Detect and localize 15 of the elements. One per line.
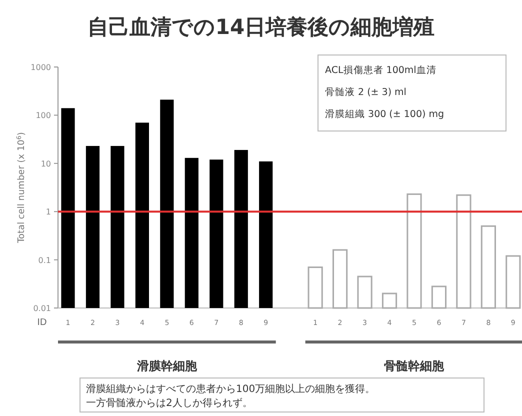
y-tick-label: 100 [36,111,51,120]
y-tick-label: 0.1 [38,256,51,265]
text: 滑膜幹細胞 [136,359,198,373]
annotation: 滑膜組織 300 (± 100) mg [325,108,444,120]
y-tick-label: 0.01 [33,304,51,313]
text: 滑膜組織からはすべての患者から100万細胞以上の細胞を獲得。 [86,383,376,395]
text: 一方骨髄液からは2人しか得られず。 [86,397,252,409]
text: 骨髄幹細胞 [384,359,446,373]
annotation: ACL損傷患者 100ml血清 [325,64,436,76]
y-tick-label: 1 [46,208,51,217]
text: ID [37,318,47,328]
annotation: 骨髄液 2 (± 3) ml [325,86,406,98]
y-tick-label: 10 [40,159,51,168]
chart-title: 自己血清での14日培養後の細胞増殖 [87,15,435,39]
y-tick-label: 1000 [30,63,51,72]
